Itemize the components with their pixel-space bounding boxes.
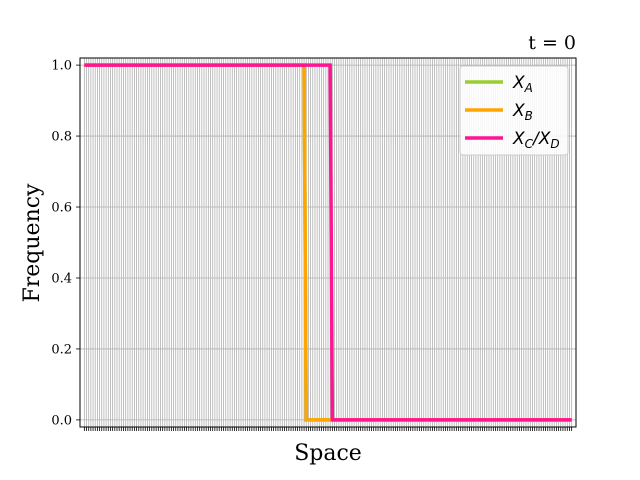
- y-tick-label: 1.0: [51, 59, 72, 74]
- y-axis-label: Frequency: [20, 183, 45, 303]
- series-layer: [84, 63, 572, 422]
- x-axis-label: Space: [294, 441, 362, 466]
- x-ticks: [83, 427, 573, 431]
- y-tick-label: 0.8: [51, 130, 72, 145]
- y-tick-label: 0.4: [51, 271, 72, 286]
- legend-box: [459, 65, 569, 156]
- y-tick-label: 0.2: [51, 342, 72, 357]
- y-tick-label: 0.6: [51, 201, 72, 216]
- series-line-3: [84, 63, 572, 422]
- legend-label: XC/XD: [512, 129, 560, 151]
- legend-label: XB: [512, 101, 533, 123]
- chart-title: t = 0: [528, 32, 576, 54]
- y-tick-label: 0.0: [51, 413, 72, 428]
- y-ticks: 0.0 0.2 0.4 0.6 0.8 1.0: [51, 59, 80, 428]
- x-gridlines: [83, 58, 573, 427]
- legend: XA XB XC/XD: [459, 65, 569, 156]
- legend-label: XA: [512, 73, 533, 95]
